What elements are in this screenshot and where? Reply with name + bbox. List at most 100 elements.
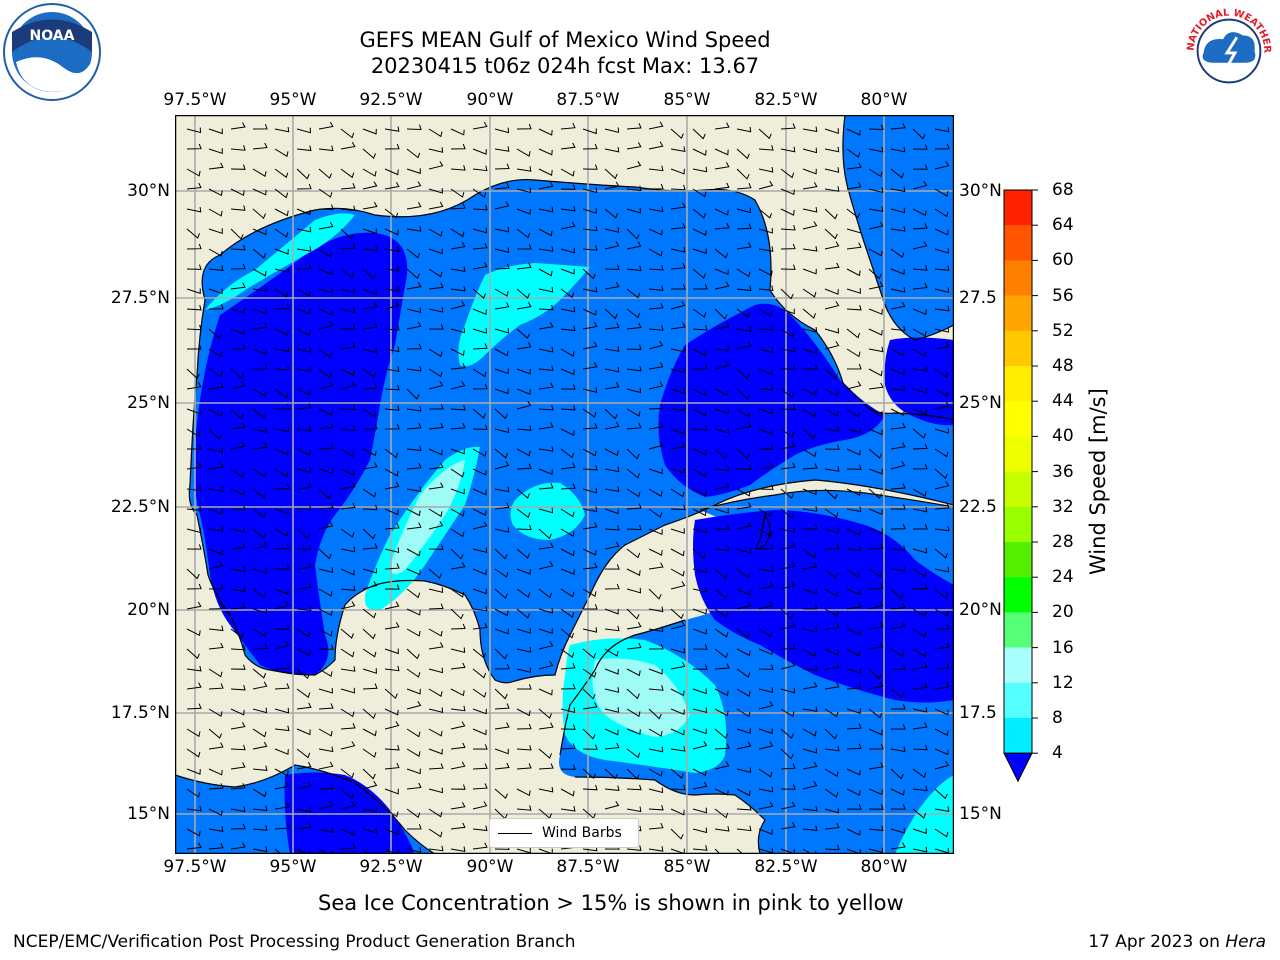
wind-barb [934, 588, 949, 599]
wind-barb [318, 287, 333, 294]
wind-barb [692, 508, 707, 517]
wind-barb [692, 308, 707, 318]
wind-barb [824, 466, 840, 472]
wind-barb [186, 682, 202, 690]
wind-barb [670, 768, 684, 779]
wind-barb [626, 365, 642, 372]
wind-barb [604, 768, 618, 780]
wind-barb [582, 448, 597, 457]
wind-barb [494, 327, 509, 334]
wind-barb [780, 462, 796, 470]
wind-barb [714, 345, 730, 351]
wind-barb [604, 742, 620, 750]
wind-barb [494, 448, 509, 459]
wind-barb [824, 528, 839, 534]
wind-barb [362, 383, 378, 390]
wind-barb [648, 528, 663, 536]
wind-barb [230, 488, 245, 496]
wind-barb [670, 367, 685, 374]
wind-barb [626, 448, 640, 460]
wind-barb [296, 504, 312, 511]
wind-barb [890, 248, 905, 259]
wind-barb [538, 346, 554, 353]
wind-barb [428, 508, 443, 518]
wind-barb [736, 547, 751, 554]
wind-barb [406, 423, 422, 430]
wind-barb [296, 366, 312, 372]
lat-label-left-3: 25°N [127, 393, 170, 413]
wind-barb [340, 183, 356, 190]
wind-barb [582, 286, 598, 293]
wind-barb [736, 448, 750, 460]
wind-barb [692, 325, 708, 331]
wind-barb [252, 707, 268, 714]
wind-barb [604, 146, 620, 153]
wind-barb [450, 705, 466, 712]
wind-barb [384, 762, 400, 770]
wind-barb [252, 442, 268, 450]
colorbar-segment [1004, 190, 1032, 226]
wind-barb [318, 728, 333, 737]
wind-barb [230, 842, 246, 850]
wind-barb [670, 428, 685, 435]
wind-barb [846, 162, 862, 170]
wind-barb [384, 622, 400, 630]
wind-barb [626, 768, 640, 780]
wind-barb [406, 628, 421, 637]
wind-barb [934, 624, 950, 630]
wind-barb [912, 181, 928, 190]
wind-barb [736, 388, 750, 400]
wind-barb [890, 804, 906, 810]
wind-barb [824, 262, 840, 270]
wind-barb [340, 828, 355, 836]
wind-barb [626, 387, 642, 394]
wind-barb [934, 126, 950, 133]
wind-barb [296, 467, 312, 473]
wind-barb [692, 707, 708, 713]
wind-barb [406, 248, 421, 259]
wind-barb [604, 382, 620, 390]
wind-barb [384, 228, 399, 236]
wind-barb [428, 248, 443, 255]
wind-barb [274, 528, 289, 537]
wind-barb [802, 288, 817, 298]
wind-barb [626, 784, 642, 791]
wind-barb [934, 188, 949, 197]
wind-barb [384, 424, 400, 430]
wind-barb [252, 643, 268, 650]
wind-barb [626, 587, 642, 594]
wind-barb [406, 181, 422, 190]
wind-barb [670, 621, 686, 630]
wind-barb [538, 763, 554, 770]
wind-barb [802, 181, 818, 190]
wind-barb [582, 245, 598, 251]
wind-barb [296, 145, 312, 152]
wind-barb [714, 122, 730, 130]
wind-barb [890, 523, 906, 530]
wind-barb [428, 763, 444, 770]
wind-barb [186, 805, 202, 812]
footer-date: 17 Apr 2023 on Hera [1088, 932, 1266, 952]
wind-barb [758, 801, 774, 810]
wind-barb [362, 608, 377, 619]
wind-barb [560, 448, 575, 459]
wind-barb [472, 383, 488, 390]
wind-barb [560, 325, 576, 332]
wind-barb [846, 708, 861, 714]
wind-barb [780, 728, 794, 740]
wind-barb [384, 788, 399, 795]
wind-barb [604, 281, 620, 290]
wind-barb [362, 528, 376, 540]
wind-barb [428, 147, 444, 153]
wind-barb [362, 683, 378, 690]
wind-barb [648, 183, 664, 190]
wind-barb [538, 206, 554, 213]
high-wind-central-south-core [390, 460, 465, 574]
wind-barb [230, 744, 246, 751]
wind-barb [186, 127, 202, 134]
wind-barb [274, 228, 289, 238]
wind-barb [296, 246, 312, 252]
wind-barb [230, 368, 244, 380]
wind-barb [934, 341, 950, 350]
wind-barb [252, 568, 267, 574]
